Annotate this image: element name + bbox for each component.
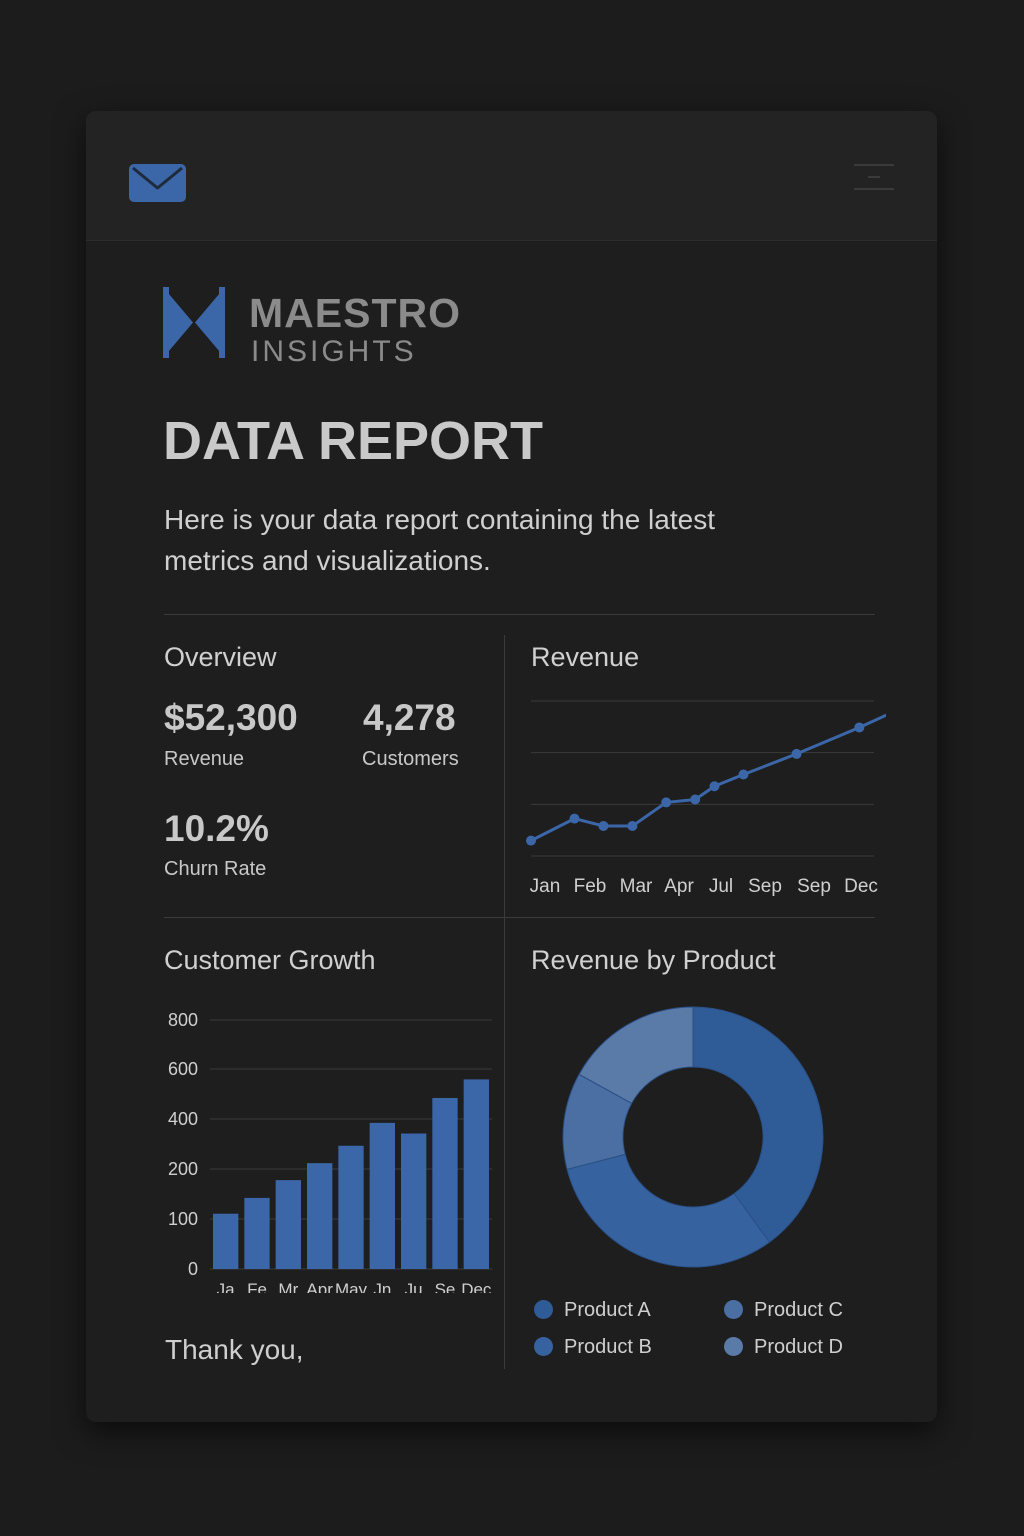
- legend-dot: [534, 1300, 553, 1319]
- customer-growth-bar-chart: 0 100 200 400 600 800 Ja Fe Mr Apr May Jn Ju Se Dec: [168, 1010, 492, 1293]
- maestro-logo-mark: [163, 287, 225, 358]
- x-tick-label: Sep: [748, 876, 782, 897]
- bar: [432, 1097, 458, 1269]
- y-tick-label: 400: [168, 1109, 198, 1129]
- mail-icon[interactable]: [129, 164, 186, 202]
- revenue-point: [598, 820, 609, 831]
- revenue-chart-title: Revenue: [531, 642, 640, 672]
- bar: [213, 1213, 239, 1269]
- bar: [275, 1180, 301, 1269]
- x-tick-label: Feb: [574, 876, 607, 897]
- x-tick-label: Sep: [797, 876, 831, 897]
- legend-label: Product A: [564, 1299, 651, 1321]
- brand-name: MAESTRO: [249, 290, 461, 336]
- x-tick-label: Fe: [247, 1280, 267, 1293]
- bar: [307, 1163, 333, 1269]
- revenue-point: [690, 794, 701, 805]
- revenue-point: [627, 820, 638, 831]
- legend-label: Product B: [564, 1336, 652, 1358]
- x-tick-label: Mar: [620, 876, 653, 897]
- donut-slice: [578, 1006, 694, 1104]
- menu-icon[interactable]: [854, 164, 894, 194]
- report-title: DATA REPORT: [163, 411, 543, 471]
- x-tick-label: Jul: [709, 876, 733, 897]
- x-tick-label: Jn: [373, 1280, 391, 1293]
- x-tick-label: Mr: [278, 1280, 298, 1293]
- legend-dot: [534, 1337, 553, 1356]
- revenue-series-line: [530, 713, 886, 842]
- x-tick-label: Apr: [306, 1280, 333, 1293]
- revenue-by-product-title: Revenue by Product: [531, 945, 776, 975]
- donut-slice: [692, 1006, 824, 1243]
- revenue-stat-value: $52,300: [164, 697, 298, 738]
- bar: [401, 1133, 427, 1269]
- x-tick-label: Se: [435, 1280, 456, 1293]
- customers-stat-value: 4,278: [363, 697, 456, 738]
- y-tick-label: 600: [168, 1059, 198, 1079]
- y-tick-label: 200: [168, 1159, 198, 1179]
- email-header-bar: [86, 111, 937, 241]
- customer-growth-title: Customer Growth: [164, 945, 376, 975]
- revenue-line-chart: Jan Feb Mar Apr Jul Sep Sep Dec: [526, 700, 886, 897]
- revenue-point: [569, 813, 580, 824]
- legend-label: Product C: [754, 1299, 843, 1321]
- overview-title: Overview: [164, 642, 277, 672]
- legend-label: Product D: [754, 1336, 843, 1358]
- customers-stat-label: Customers: [362, 748, 459, 770]
- x-tick-label: May: [335, 1280, 368, 1293]
- revenue-point: [709, 781, 720, 792]
- revenue-stat-label: Revenue: [164, 748, 245, 770]
- section-divider-middle: [164, 917, 875, 918]
- y-tick-label: 100: [168, 1209, 198, 1229]
- x-tick-label: Ju: [405, 1280, 423, 1293]
- y-tick-label: 800: [168, 1010, 198, 1030]
- revenue-point: [854, 722, 865, 733]
- x-tick-label: Dec: [461, 1280, 492, 1293]
- churn-stat-value: 10.2%: [164, 808, 269, 849]
- revenue-point: [738, 769, 749, 780]
- column-divider: [504, 635, 505, 1369]
- brand-subtitle: INSIGHTS: [251, 335, 417, 368]
- donut-slice: [566, 1153, 771, 1268]
- revenue-by-product-donut: [562, 1006, 824, 1268]
- bar: [463, 1079, 489, 1269]
- churn-stat-label: Churn Rate: [164, 858, 267, 880]
- x-tick-label: Ja: [217, 1280, 236, 1293]
- y-tick-label: 0: [188, 1259, 198, 1279]
- bar: [369, 1122, 395, 1269]
- report-intro: Here is your data report containing the …: [164, 504, 715, 576]
- x-tick-label: Jan: [530, 876, 561, 897]
- email-card: MAESTRO INSIGHTS DATA REPORT Here is you…: [86, 111, 937, 1422]
- revenue-point: [791, 748, 802, 759]
- bar: [244, 1197, 270, 1269]
- x-tick-label: Dec: [844, 876, 878, 897]
- closing-thanks: Thank you,: [165, 1334, 304, 1365]
- legend-dot: [724, 1337, 743, 1356]
- revenue-point: [661, 797, 672, 808]
- bar: [338, 1145, 364, 1269]
- legend-dot: [724, 1300, 743, 1319]
- section-divider-top: [164, 614, 875, 615]
- revenue-point: [526, 835, 536, 846]
- x-tick-label: Apr: [664, 876, 694, 897]
